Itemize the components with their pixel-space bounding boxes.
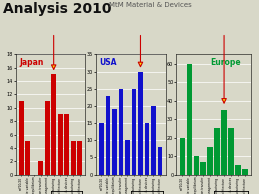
- Bar: [193, 156, 199, 175]
- Bar: [138, 72, 143, 175]
- Bar: [157, 147, 162, 175]
- Bar: [64, 114, 69, 175]
- Bar: [77, 141, 82, 175]
- Bar: [214, 128, 220, 175]
- Bar: [228, 128, 234, 175]
- Bar: [207, 147, 213, 175]
- Text: Europe: Europe: [210, 58, 241, 67]
- Bar: [179, 138, 185, 175]
- Bar: [19, 101, 24, 175]
- Bar: [25, 141, 30, 175]
- Text: MtM Material & Devices: MtM Material & Devices: [109, 2, 191, 8]
- Bar: [145, 123, 149, 175]
- Bar: [235, 165, 241, 175]
- Bar: [71, 141, 76, 175]
- Bar: [132, 89, 136, 175]
- Bar: [51, 74, 56, 175]
- Text: USA: USA: [99, 58, 117, 67]
- Bar: [221, 110, 227, 175]
- Bar: [186, 64, 192, 175]
- Bar: [242, 169, 248, 175]
- Bar: [105, 96, 110, 175]
- Text: Analysis 2010: Analysis 2010: [3, 2, 111, 16]
- Bar: [38, 161, 43, 175]
- Bar: [112, 109, 117, 175]
- Text: Japan: Japan: [19, 58, 44, 67]
- Bar: [58, 114, 63, 175]
- Bar: [151, 106, 156, 175]
- Bar: [119, 89, 123, 175]
- Bar: [45, 101, 50, 175]
- Bar: [200, 162, 206, 175]
- Bar: [99, 123, 104, 175]
- Bar: [125, 140, 130, 175]
